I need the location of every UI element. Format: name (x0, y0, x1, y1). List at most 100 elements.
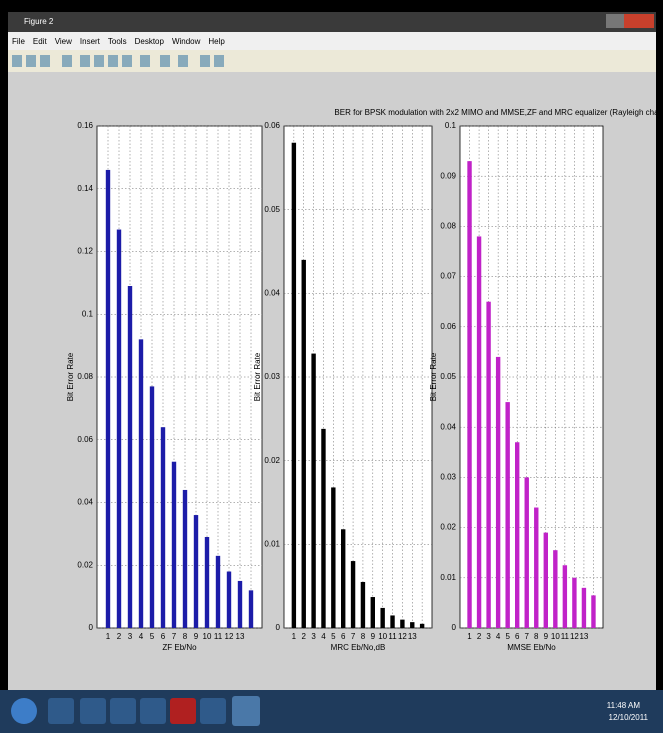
bar (380, 607, 385, 628)
toolbar (8, 50, 656, 72)
tool-icon[interactable] (122, 55, 132, 67)
x-tick-label: 5 (150, 632, 155, 641)
y-tick-label: 0.07 (440, 272, 456, 281)
tool-icon[interactable] (62, 55, 72, 67)
bar (149, 386, 155, 628)
x-tick-label: 8 (183, 632, 188, 641)
x-tick-label: 8 (534, 632, 539, 641)
bar (515, 442, 520, 628)
bar (534, 507, 539, 628)
x-tick-label: 13 (408, 632, 417, 641)
y-tick-label: 0.05 (264, 205, 280, 214)
bar (321, 428, 326, 628)
clock-date: 12/10/2011 (609, 713, 649, 722)
x-tick-label: 1 (106, 632, 111, 641)
bar (591, 595, 596, 628)
y-tick-label: 0.04 (264, 288, 280, 297)
tool-icon[interactable] (26, 55, 36, 67)
tool-icon[interactable] (80, 55, 90, 67)
x-tick-label: 5 (331, 632, 336, 641)
x-axis-label: MRC Eb/No,dB (331, 643, 386, 652)
menu-item[interactable]: Help (208, 37, 225, 46)
tool-icon[interactable] (140, 55, 150, 67)
y-tick-label: 0.05 (440, 372, 456, 381)
bar (370, 597, 375, 628)
menu-item[interactable]: View (55, 37, 72, 46)
menu-item[interactable]: File (12, 37, 25, 46)
menu-item[interactable]: Edit (33, 37, 48, 46)
x-tick-label: 7 (172, 632, 177, 641)
x-tick-label: 10 (378, 632, 387, 641)
bar (237, 580, 243, 628)
bar (127, 286, 133, 628)
x-tick-label: 12 (398, 632, 407, 641)
bar (400, 619, 405, 628)
x-tick-label: 8 (361, 632, 366, 641)
bar (215, 555, 221, 628)
app-icon[interactable] (48, 698, 74, 724)
y-tick-label: 0.08 (77, 372, 93, 381)
y-tick-label: 0.12 (77, 247, 93, 256)
bar (476, 236, 482, 628)
bar (301, 259, 306, 628)
x-tick-label: 7 (525, 632, 530, 641)
y-tick-label: 0.02 (77, 560, 93, 569)
app-icon[interactable] (200, 698, 226, 724)
tool-icon[interactable] (214, 55, 224, 67)
clock-time: 11:48 AM (607, 701, 641, 710)
app-icon[interactable] (110, 698, 136, 724)
bar (562, 565, 568, 628)
x-tick-label: 10 (203, 632, 212, 641)
x-tick-label: 11 (561, 632, 570, 641)
tool-icon[interactable] (94, 55, 104, 67)
bar (226, 571, 232, 628)
y-tick-label: 0.01 (264, 539, 280, 548)
x-tick-label: 2 (477, 632, 482, 641)
bar (350, 561, 356, 628)
y-tick-label: 0 (89, 623, 94, 632)
x-tick-label: 1 (292, 632, 297, 641)
tool-icon[interactable] (40, 55, 50, 67)
start-button[interactable] (11, 698, 37, 724)
tool-icon[interactable] (200, 55, 210, 67)
y-tick-label: 0.02 (440, 523, 456, 532)
x-tick-label: 4 (139, 632, 144, 641)
x-tick-label: 12 (225, 632, 234, 641)
x-tick-label: 4 (321, 632, 326, 641)
tool-icon[interactable] (12, 55, 22, 67)
menu-item[interactable]: Window (172, 37, 201, 46)
close-button[interactable] (624, 14, 654, 28)
bar (572, 577, 577, 628)
y-tick-label: 0.06 (440, 322, 456, 331)
bar (311, 353, 316, 628)
bar (505, 402, 510, 628)
x-tick-label: 7 (351, 632, 356, 641)
bar (138, 339, 144, 628)
taskbar-apps (48, 696, 260, 726)
bar (495, 356, 501, 628)
tool-icon[interactable] (160, 55, 170, 67)
y-tick-label: 0.08 (440, 222, 456, 231)
y-tick-label: 0.1 (82, 309, 94, 318)
toolbar-icons (12, 55, 224, 67)
y-tick-label: 0.01 (440, 573, 456, 582)
x-tick-label: 9 (544, 632, 549, 641)
x-tick-label: 6 (515, 632, 520, 641)
x-tick-label: 1 (467, 632, 472, 641)
app-icon[interactable] (232, 696, 260, 726)
app-icon[interactable] (170, 698, 196, 724)
menu-item[interactable]: Desktop (135, 37, 165, 46)
tool-icon[interactable] (108, 55, 118, 67)
tool-icon[interactable] (178, 55, 188, 67)
minimize-button[interactable] (606, 14, 624, 28)
bar (193, 515, 199, 628)
app-icon[interactable] (140, 698, 166, 724)
app-icon[interactable] (80, 698, 106, 724)
y-tick-label: 0.04 (440, 422, 456, 431)
chart-title: BER for BPSK modulation with 2x2 MIMO an… (334, 108, 663, 117)
y-tick-label: 0.02 (264, 456, 280, 465)
y-axis-label: Bit Error Rate (253, 352, 262, 401)
menu-item[interactable]: Tools (108, 37, 127, 46)
x-tick-label: 13 (579, 632, 588, 641)
menu-item[interactable]: Insert (80, 37, 101, 46)
